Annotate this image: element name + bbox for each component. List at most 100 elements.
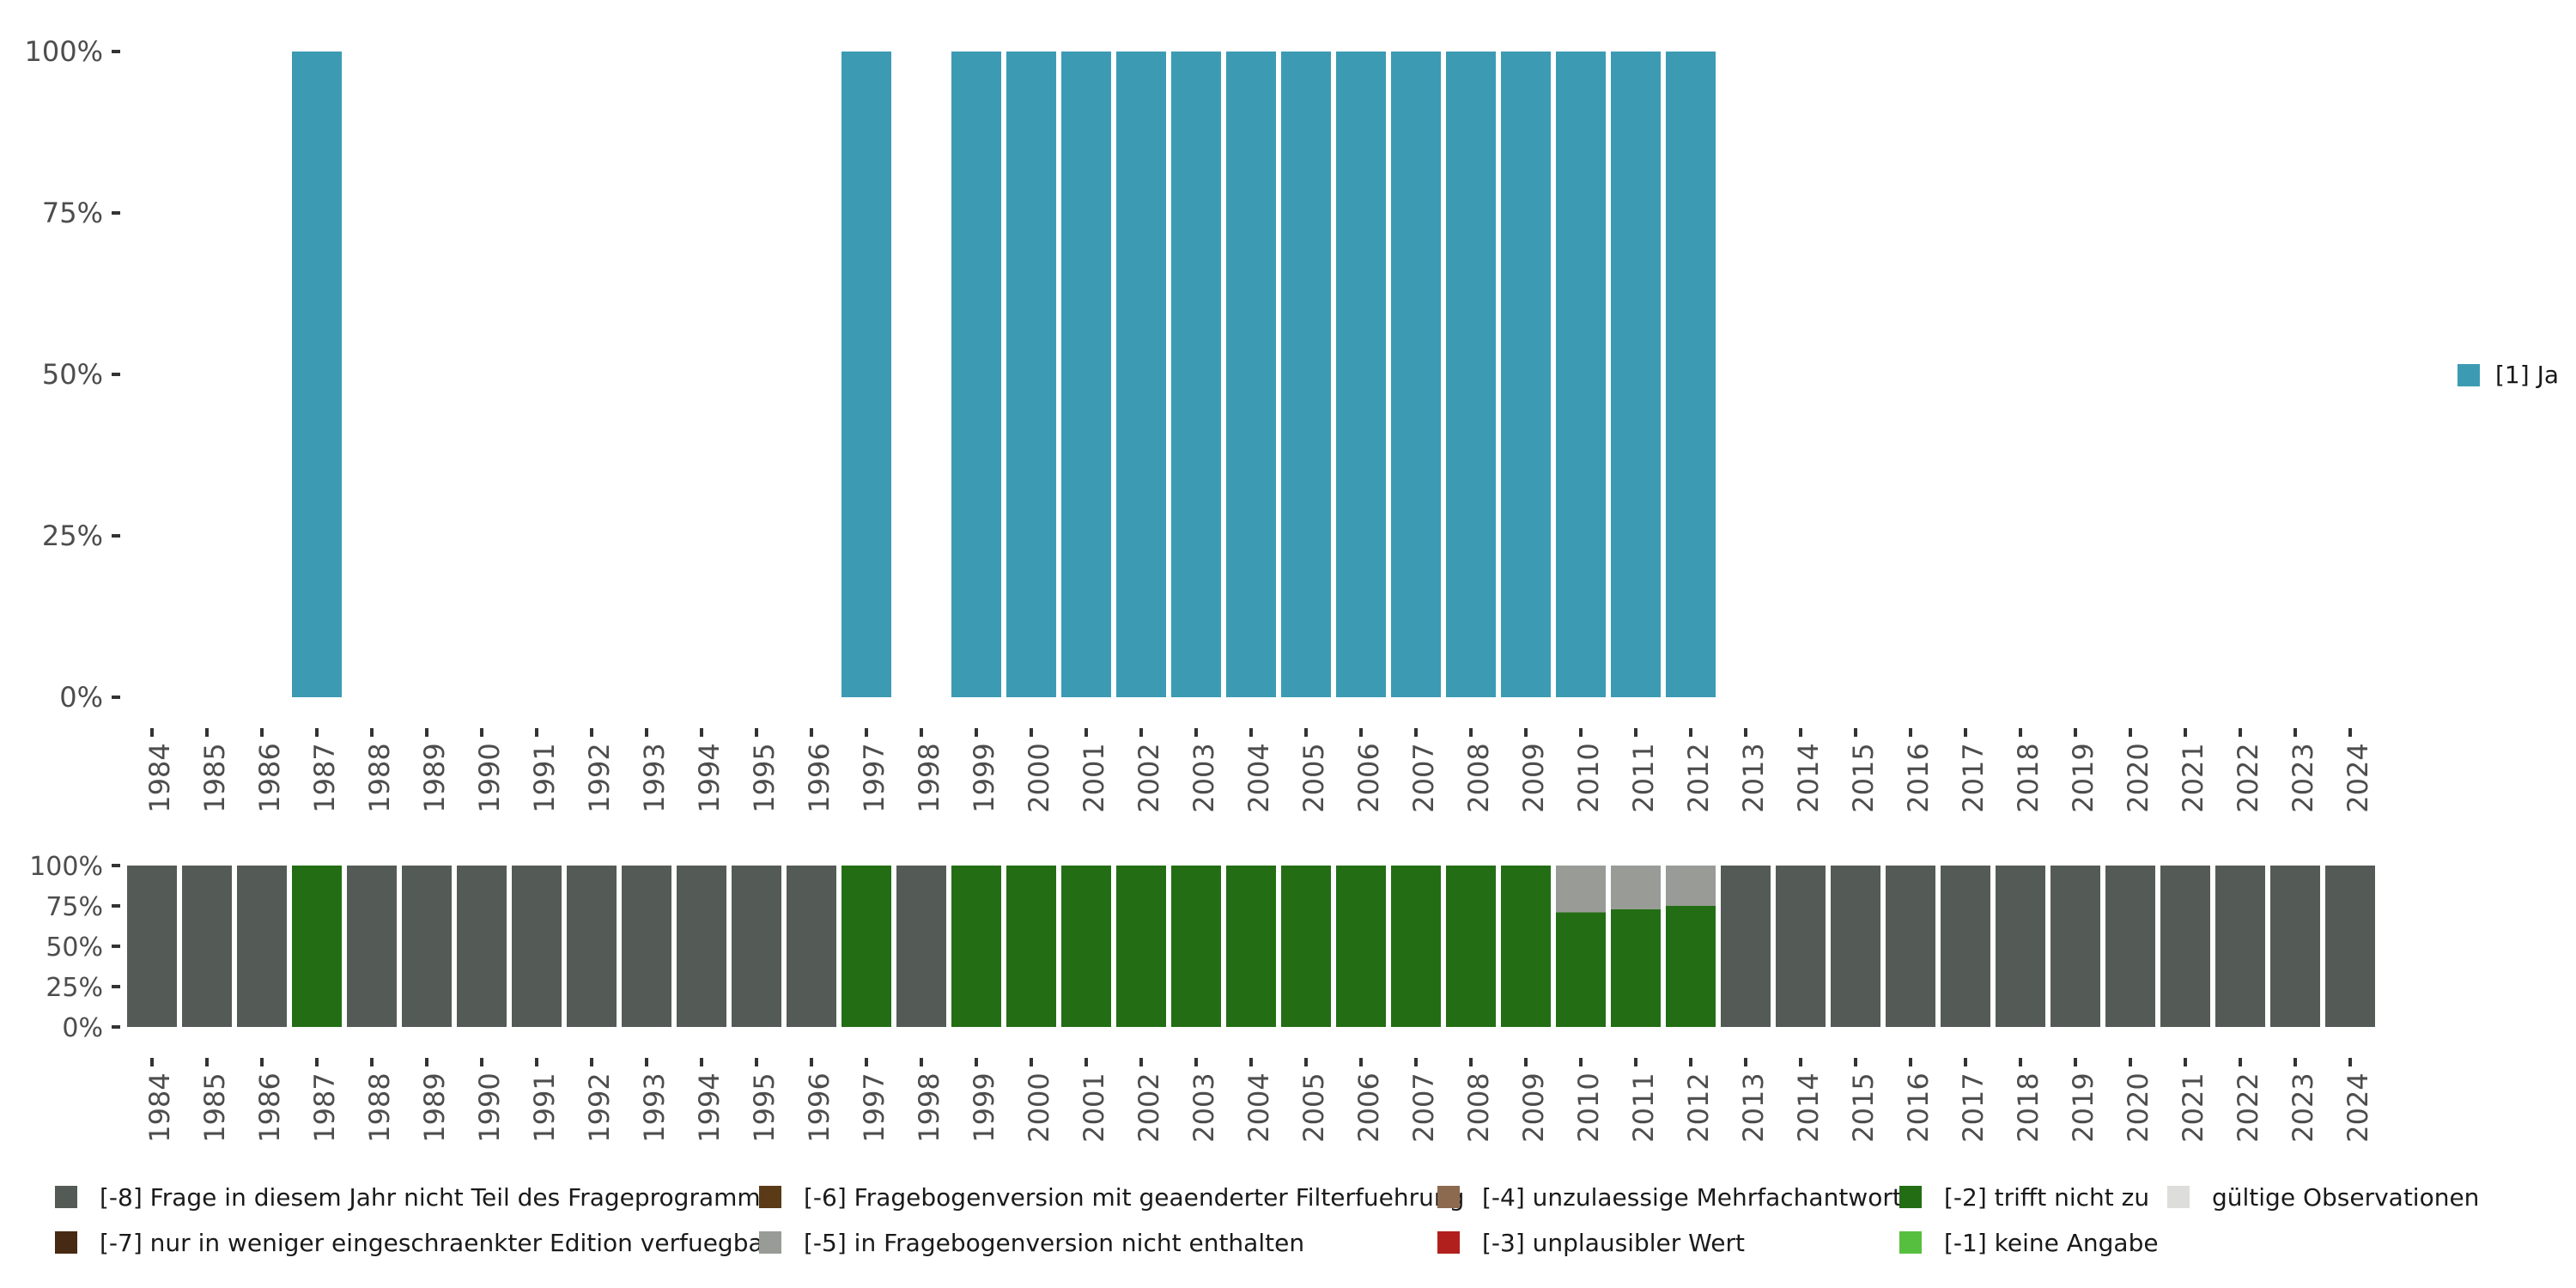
x-tick-label: 2008 bbox=[1462, 743, 1495, 812]
bar-not-applicable-2006 bbox=[1336, 866, 1386, 1027]
x-tick-label: 2024 bbox=[2342, 743, 2374, 812]
legend-label-multi-answer: [-4] unzulaessige Mehrfachantwort bbox=[1482, 1183, 1902, 1212]
x-tick-label: 2005 bbox=[1297, 1072, 1330, 1142]
x-tick-label: 2006 bbox=[1352, 743, 1385, 812]
x-tick-label: 2014 bbox=[1792, 743, 1825, 812]
bar-not-in-program-2015 bbox=[1831, 866, 1880, 1027]
bar-not-applicable-1987 bbox=[292, 866, 342, 1027]
bar-not-in-program-2013 bbox=[1721, 866, 1771, 1027]
bar-not-in-program-2021 bbox=[2160, 866, 2210, 1027]
x-tick-label: 1991 bbox=[528, 1072, 561, 1142]
x-tick-label: 2005 bbox=[1297, 743, 1330, 812]
bar-not-in-program-2020 bbox=[2105, 866, 2155, 1027]
legend-swatch-not-in-version bbox=[759, 1231, 781, 1254]
x-tick-label: 1985 bbox=[198, 1072, 231, 1142]
x-tick-label: 1991 bbox=[528, 743, 561, 812]
bar-ja-2006 bbox=[1336, 52, 1386, 697]
legend-swatch-implausible bbox=[1437, 1231, 1460, 1254]
bar-not-in-program-1992 bbox=[567, 866, 617, 1027]
x-tick-label: 2002 bbox=[1133, 1072, 1165, 1142]
x-tick-label: 2022 bbox=[2232, 743, 2264, 812]
x-tick-label: 2020 bbox=[2122, 743, 2154, 812]
bar-not-in-program-1985 bbox=[182, 866, 232, 1027]
x-tick-label: 2000 bbox=[1023, 743, 1055, 812]
x-tick-label: 1999 bbox=[968, 743, 1000, 812]
bar-not-in-version-2012 bbox=[1666, 866, 1716, 906]
bar-not-applicable-2004 bbox=[1226, 866, 1276, 1027]
x-tick-label: 2011 bbox=[1627, 743, 1660, 812]
bar-ja-2001 bbox=[1061, 52, 1111, 697]
x-tick-label: 1989 bbox=[418, 1072, 451, 1142]
bar-not-applicable-2003 bbox=[1171, 866, 1221, 1027]
x-tick-label: 2017 bbox=[1957, 743, 1990, 812]
legend-label-valid: gültige Observationen bbox=[2212, 1183, 2479, 1212]
x-tick-label: 2010 bbox=[1572, 1072, 1605, 1142]
x-tick-label: 1999 bbox=[968, 1072, 1000, 1142]
x-tick-label: 2003 bbox=[1188, 743, 1220, 812]
x-tick-label: 1987 bbox=[308, 743, 341, 812]
x-tick-label: 2001 bbox=[1078, 1072, 1110, 1142]
x-tick-label: 1987 bbox=[308, 1072, 341, 1142]
bar-not-in-program-1991 bbox=[512, 866, 562, 1027]
legend-label-not-applicable: [-2] trifft nicht zu bbox=[1944, 1183, 2149, 1212]
x-tick-label: 2023 bbox=[2287, 1072, 2319, 1142]
x-tick-label: 1992 bbox=[583, 743, 616, 812]
bar-ja-2011 bbox=[1611, 52, 1661, 697]
x-tick-label: 1997 bbox=[858, 1072, 890, 1142]
y-tick-label: 0% bbox=[62, 1013, 103, 1043]
x-tick-label: 2013 bbox=[1737, 743, 1770, 812]
x-tick-label: 2021 bbox=[2177, 743, 2209, 812]
bar-not-in-program-2016 bbox=[1886, 866, 1935, 1027]
bar-not-in-program-1984 bbox=[127, 866, 177, 1027]
y-tick-label: 75% bbox=[42, 197, 103, 229]
x-tick-label: 2018 bbox=[2012, 743, 2044, 812]
x-tick-label: 2015 bbox=[1847, 743, 1880, 812]
bar-ja-2012 bbox=[1666, 52, 1716, 697]
x-tick-label: 1995 bbox=[748, 1072, 781, 1142]
bar-not-applicable-2008 bbox=[1446, 866, 1496, 1027]
legend-label-no-answer: [-1] keine Angabe bbox=[1944, 1229, 2159, 1257]
x-tick-label: 1998 bbox=[913, 1072, 945, 1142]
x-tick-label: 1992 bbox=[583, 1072, 616, 1142]
x-tick-label: 1990 bbox=[473, 1072, 506, 1142]
legend-label-implausible: [-3] unplausibler Wert bbox=[1482, 1229, 1745, 1257]
legend-label-not-in-version: [-5] in Fragebogenversion nicht enthalte… bbox=[804, 1229, 1304, 1257]
x-tick-label: 2003 bbox=[1188, 1072, 1220, 1142]
x-tick-label: 2008 bbox=[1462, 1072, 1495, 1142]
bar-ja-1987 bbox=[292, 52, 342, 697]
y-tick-label: 75% bbox=[46, 892, 103, 922]
x-tick-label: 2006 bbox=[1352, 1072, 1385, 1142]
bar-ja-2002 bbox=[1116, 52, 1166, 697]
bar-ja-2007 bbox=[1391, 52, 1441, 697]
bar-not-in-program-1990 bbox=[457, 866, 507, 1027]
bar-not-in-program-1986 bbox=[237, 866, 287, 1027]
x-tick-label: 1986 bbox=[253, 1072, 286, 1142]
legend-label-filter-version: [-6] Fragebogenversion mit geaenderter F… bbox=[804, 1183, 1464, 1212]
x-tick-label: 1990 bbox=[473, 743, 506, 812]
x-tick-label: 2021 bbox=[2177, 1072, 2209, 1142]
legend-swatch-not-in-program bbox=[55, 1186, 77, 1208]
bar-not-in-program-1988 bbox=[347, 866, 397, 1027]
bar-not-applicable-2002 bbox=[1116, 866, 1166, 1027]
x-tick-label: 1995 bbox=[748, 743, 781, 812]
y-tick-label: 50% bbox=[42, 358, 103, 391]
x-tick-label: 2002 bbox=[1133, 743, 1165, 812]
bar-not-in-version-2011 bbox=[1611, 866, 1661, 909]
legend-swatch-not-applicable bbox=[1899, 1186, 1922, 1208]
legend-swatch-multi-answer bbox=[1437, 1186, 1460, 1208]
legend-swatch-no-answer bbox=[1899, 1231, 1922, 1254]
x-tick-label: 2014 bbox=[1792, 1072, 1825, 1142]
x-tick-label: 2011 bbox=[1627, 1072, 1660, 1142]
y-tick-label: 0% bbox=[59, 681, 103, 714]
x-tick-label: 1989 bbox=[418, 743, 451, 812]
bar-not-in-version-2010 bbox=[1556, 866, 1606, 913]
x-tick-label: 2024 bbox=[2342, 1072, 2374, 1142]
bar-not-applicable-2000 bbox=[1006, 866, 1056, 1027]
legend-swatch-weak-edition bbox=[55, 1231, 77, 1254]
x-tick-label: 1994 bbox=[693, 743, 726, 812]
x-tick-label: 2018 bbox=[2012, 1072, 2044, 1142]
x-tick-label: 1996 bbox=[803, 1072, 835, 1142]
legend-swatch-valid bbox=[2167, 1186, 2190, 1208]
x-tick-label: 2019 bbox=[2067, 743, 2099, 812]
